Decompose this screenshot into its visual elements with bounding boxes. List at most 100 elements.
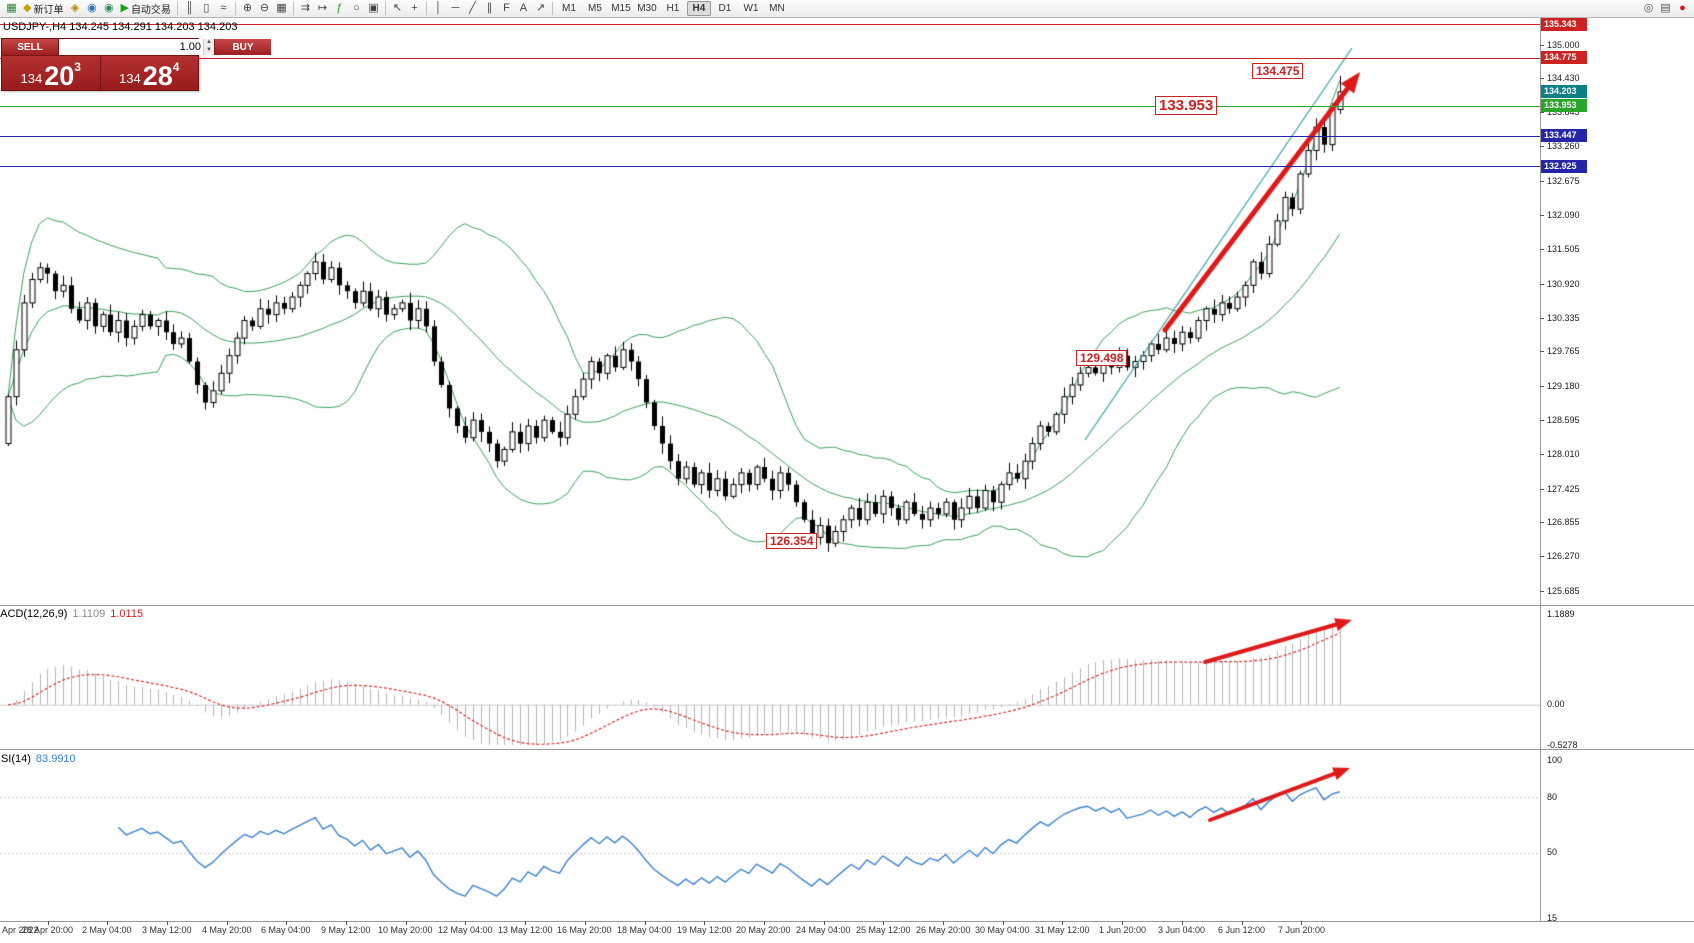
one-click-trading-panel: SELL ▲ ▼ BUY 134 20 3 134 28 4 bbox=[1, 38, 271, 91]
price-tick bbox=[1540, 351, 1544, 352]
trendline-icon: ╱ bbox=[469, 2, 476, 14]
price-tick bbox=[1540, 284, 1544, 285]
price-tick bbox=[1540, 249, 1544, 250]
search-tool-icon: ◎ bbox=[1643, 2, 1654, 14]
time-axis-tick bbox=[1301, 921, 1302, 925]
timeframe-m5[interactable]: M5 bbox=[587, 3, 602, 14]
price-tick bbox=[1540, 522, 1544, 523]
window-tool-icon[interactable]: ▤ bbox=[1657, 1, 1674, 17]
time-axis-label: 4 May 20:00 bbox=[202, 925, 252, 935]
price-line-133.447[interactable] bbox=[0, 136, 1540, 137]
channel-icon[interactable]: ∥ bbox=[481, 1, 498, 17]
time-axis-label: 28 Apr 20:00 bbox=[22, 925, 74, 935]
new-chart-icon[interactable]: ▦ bbox=[3, 1, 20, 17]
tile-windows-icon[interactable]: ▦ bbox=[273, 1, 290, 17]
timeframe-d1[interactable]: D1 bbox=[718, 3, 732, 14]
zoom-out-icon[interactable]: ⊖ bbox=[256, 1, 273, 17]
fibonacci-icon: F bbox=[503, 2, 510, 14]
time-axis-label: 20 May 20:00 bbox=[736, 925, 791, 935]
time-axis-border bbox=[0, 921, 1694, 922]
zoom-in-icon[interactable]: ⊕ bbox=[239, 1, 256, 17]
price-tick bbox=[1540, 454, 1544, 455]
timeframe-h4[interactable]: H4 bbox=[686, 1, 711, 16]
sell-button[interactable]: SELL bbox=[2, 39, 58, 55]
candle-chart-icon[interactable]: ▯ bbox=[198, 1, 215, 17]
price-scale-box-133.953: 133.953 bbox=[1541, 99, 1587, 112]
time-axis-tick bbox=[645, 921, 646, 925]
charts-window-icon[interactable]: ◈ bbox=[66, 1, 83, 17]
candle-chart-icon: ▯ bbox=[203, 2, 210, 14]
lot-spin-up[interactable]: ▲ bbox=[204, 39, 214, 47]
new-order-button[interactable]: ◆ 新订单 bbox=[20, 1, 66, 17]
trendline-icon[interactable]: ╱ bbox=[464, 1, 481, 17]
ask-big-figure: 134 bbox=[119, 71, 141, 86]
timeframe-w1[interactable]: W1 bbox=[743, 3, 759, 14]
price-line-132.925[interactable] bbox=[0, 166, 1540, 167]
time-axis-tick bbox=[883, 921, 884, 925]
timeframe-h1[interactable]: H1 bbox=[666, 3, 680, 14]
bid-price[interactable]: 134 20 3 bbox=[2, 56, 100, 90]
price-tick bbox=[1540, 489, 1544, 490]
price-tick bbox=[1540, 556, 1544, 557]
price-line-135.343[interactable] bbox=[0, 24, 1540, 25]
auto-scroll-icon[interactable]: ⇉ bbox=[297, 1, 314, 17]
price-line-133.953[interactable] bbox=[0, 106, 1540, 107]
time-axis-label: 9 May 12:00 bbox=[321, 925, 371, 935]
crosshair-icon[interactable]: + bbox=[406, 1, 423, 17]
horizontal-line-icon[interactable]: ─ bbox=[447, 1, 464, 17]
search-tool-icon[interactable]: ◎ bbox=[1640, 1, 1657, 17]
time-axis-label: 7 Jun 20:00 bbox=[1278, 925, 1326, 935]
periods-icon[interactable]: ○ bbox=[348, 1, 365, 17]
price-tick-label: 132.675 bbox=[1547, 176, 1580, 186]
chart-shift-icon: ↦ bbox=[317, 2, 328, 14]
price-callout-133.953: 133.953 bbox=[1155, 96, 1218, 115]
chart-shift-icon[interactable]: ↦ bbox=[314, 1, 331, 17]
indicators-icon[interactable]: ƒ bbox=[331, 1, 348, 17]
toolbar-separator bbox=[425, 2, 427, 15]
market-watch-icon[interactable]: ◉ bbox=[83, 1, 100, 17]
arrows-icon[interactable]: ↗ bbox=[532, 1, 549, 17]
ask-pips: 28 bbox=[142, 61, 173, 91]
price-tick-label: 126.270 bbox=[1547, 551, 1580, 561]
main-macd-divider[interactable] bbox=[0, 605, 1694, 606]
timeframe-m30[interactable]: M30 bbox=[637, 3, 657, 14]
signals-icon[interactable]: ◉ bbox=[100, 1, 117, 17]
text-icon[interactable]: A bbox=[515, 1, 532, 17]
price-tick-label: 128.595 bbox=[1547, 415, 1580, 425]
buy-button[interactable]: BUY bbox=[215, 39, 271, 55]
line-chart-icon[interactable]: ≈ bbox=[215, 1, 232, 17]
horizontal-line-icon: ─ bbox=[451, 2, 460, 14]
lot-spin-down[interactable]: ▼ bbox=[204, 47, 214, 55]
timeframe-m15[interactable]: M15 bbox=[611, 3, 631, 14]
zoom-out-icon: ⊖ bbox=[259, 2, 270, 14]
notification-badge[interactable]: ● bbox=[1674, 1, 1691, 17]
autotrade-button[interactable]: ▶ 自动交易 bbox=[117, 1, 173, 17]
price-scale-box-132.925: 132.925 bbox=[1541, 160, 1587, 173]
templates-icon[interactable]: ▣ bbox=[365, 1, 382, 17]
time-axis-label: Apr 2022 bbox=[2, 925, 39, 935]
bar-chart-icon[interactable]: ║ bbox=[181, 1, 198, 17]
lot-size-input[interactable] bbox=[59, 39, 203, 55]
fibonacci-icon[interactable]: F bbox=[498, 1, 515, 17]
vertical-line-icon[interactable]: │ bbox=[430, 1, 447, 17]
time-axis-tick bbox=[1062, 921, 1063, 925]
price-tick-label: 135.000 bbox=[1547, 40, 1580, 50]
price-callout-126.354: 126.354 bbox=[766, 533, 818, 549]
timeframe-m1[interactable]: M1 bbox=[561, 3, 576, 14]
time-axis-label: 6 May 04:00 bbox=[261, 925, 311, 935]
time-axis-label: 3 May 12:00 bbox=[142, 925, 192, 935]
time-axis-label: 24 May 04:00 bbox=[796, 925, 851, 935]
price-line-134.775[interactable] bbox=[0, 58, 1540, 59]
indicators-icon: ƒ bbox=[336, 2, 343, 14]
timeframe-mn[interactable]: MN bbox=[769, 3, 785, 14]
macd-rsi-divider[interactable] bbox=[0, 749, 1694, 750]
ask-price[interactable]: 134 28 4 bbox=[99, 56, 199, 91]
window-tool-icon: ▤ bbox=[1660, 2, 1671, 14]
lot-spinner: ▲ ▼ bbox=[203, 39, 214, 55]
macd-signal-value: 1.0115 bbox=[110, 608, 144, 620]
cursor-icon[interactable]: ↖ bbox=[389, 1, 406, 17]
price-tick-label: 130.335 bbox=[1547, 313, 1580, 323]
time-axis-label: 19 May 12:00 bbox=[677, 925, 732, 935]
